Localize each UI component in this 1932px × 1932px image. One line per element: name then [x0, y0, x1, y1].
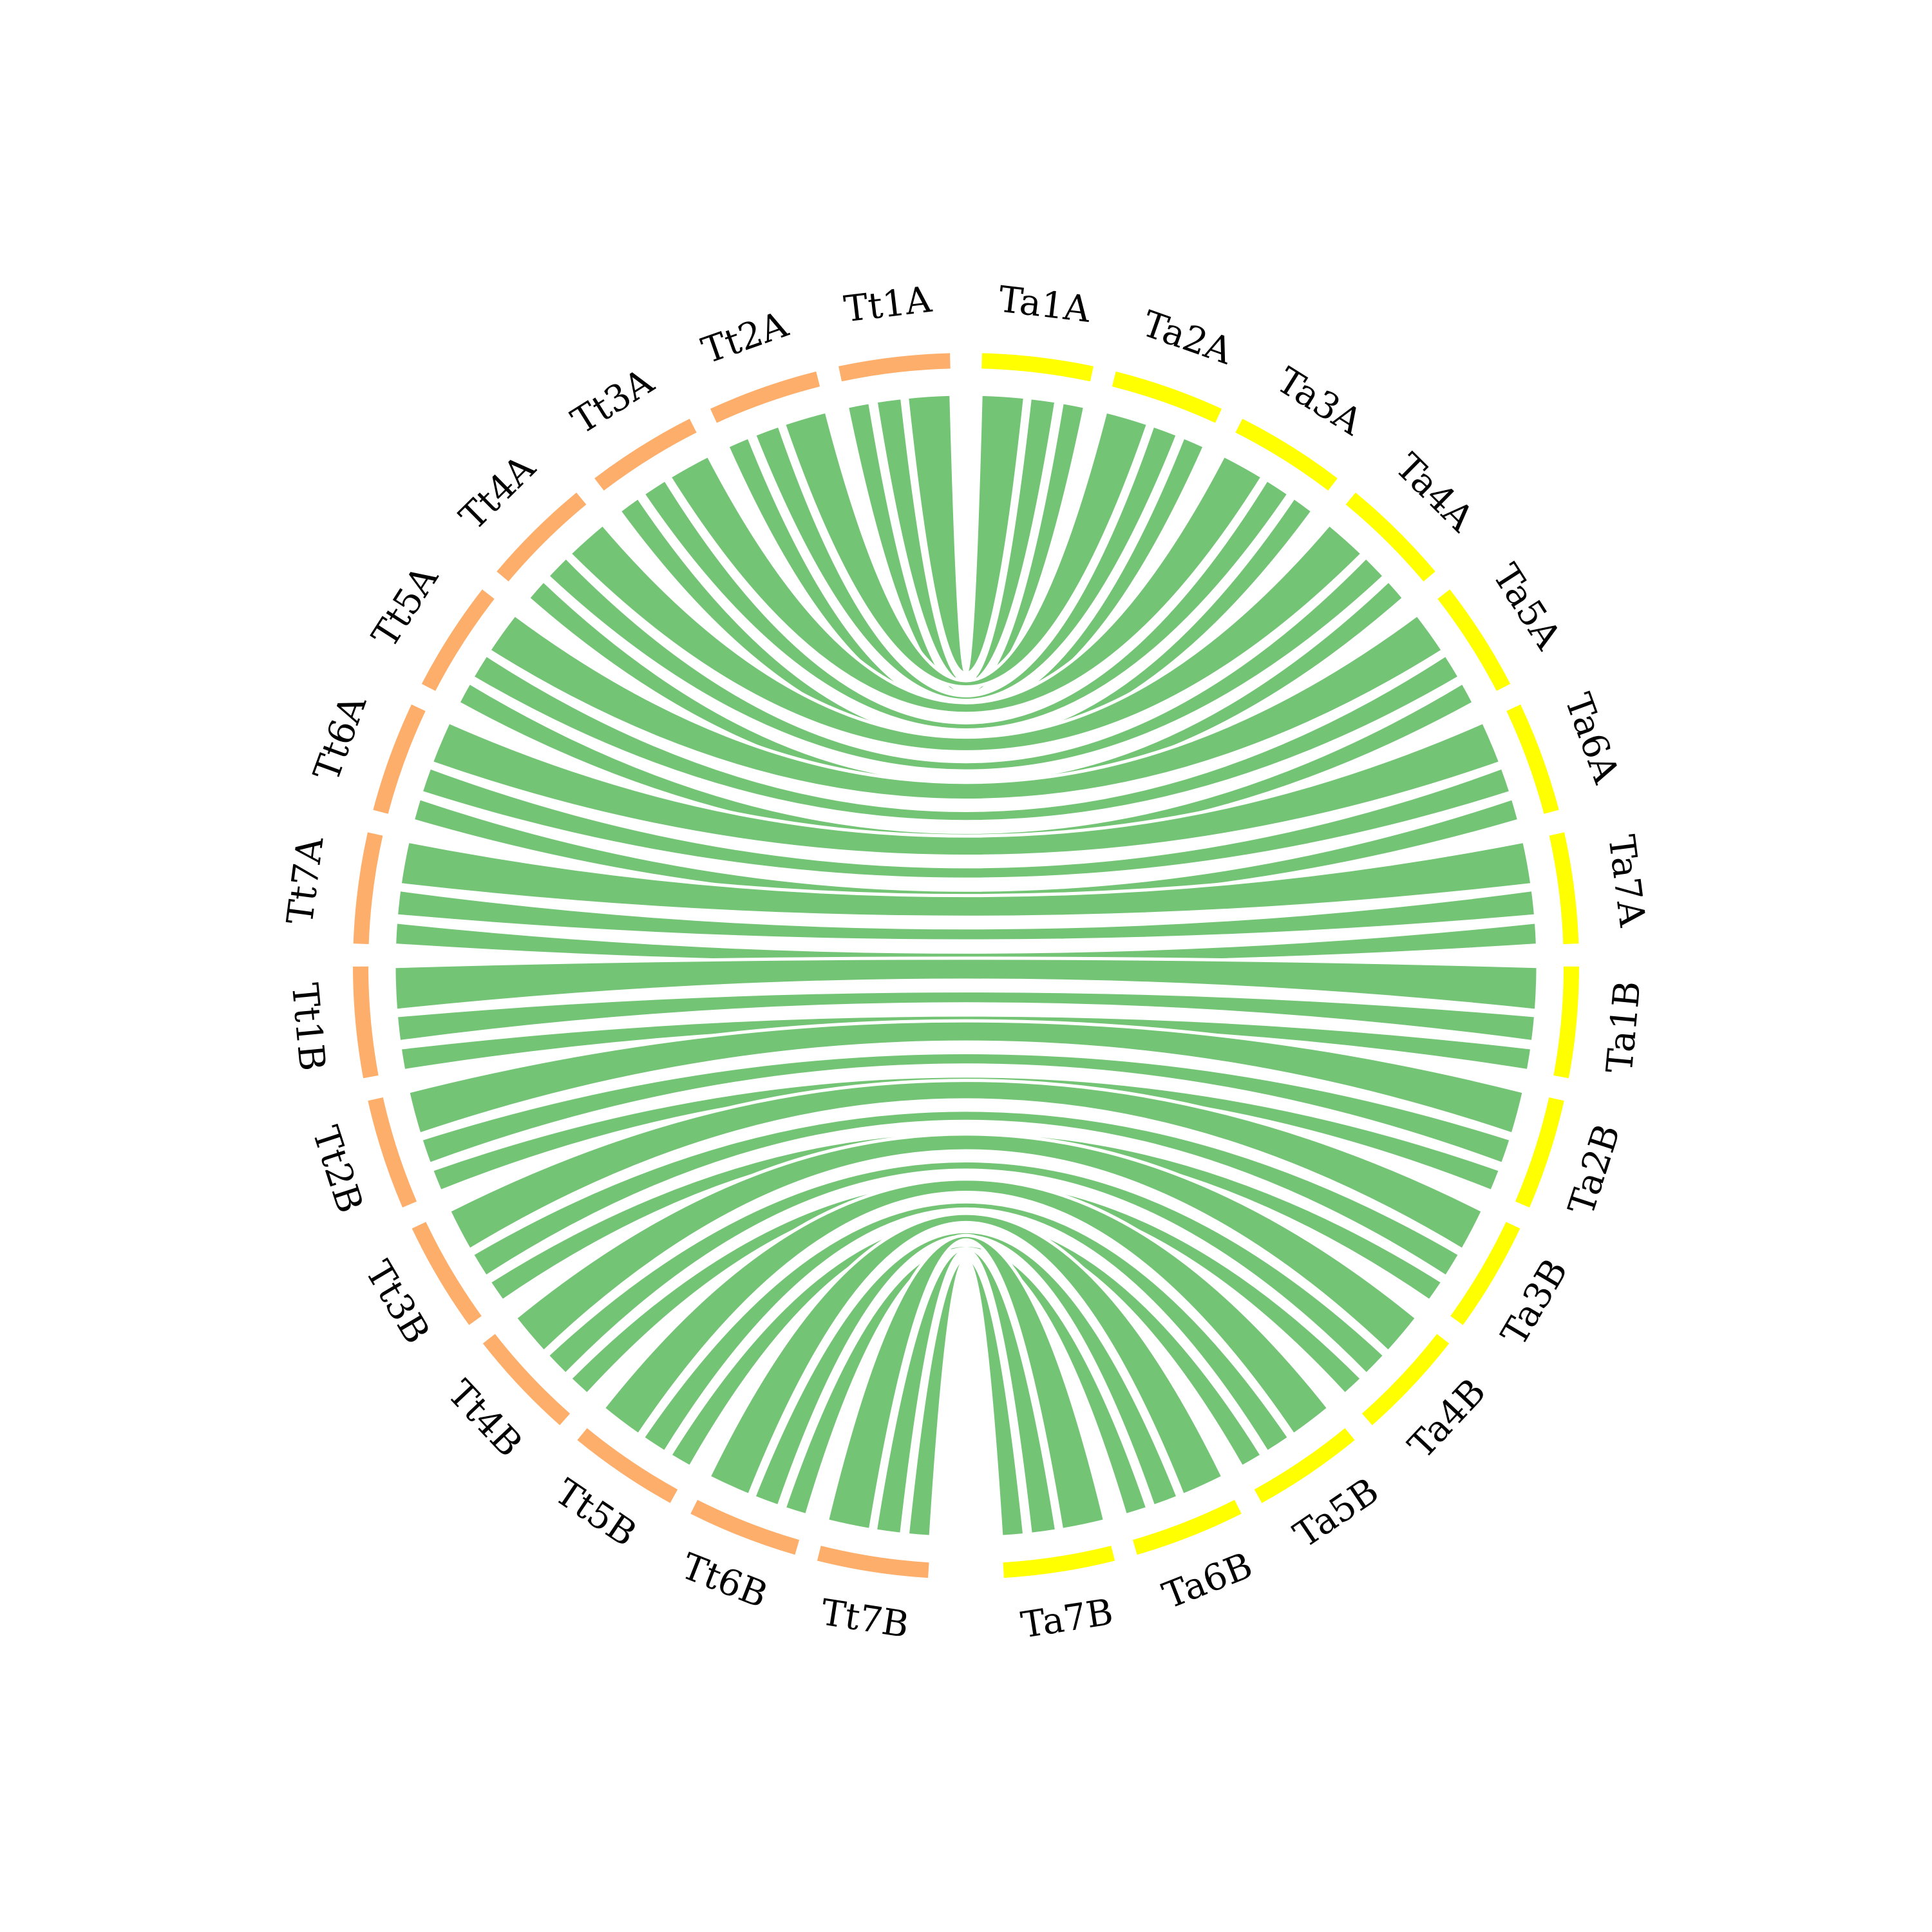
link — [470, 652, 1462, 824]
link — [398, 1013, 1534, 1073]
link — [398, 839, 1534, 919]
ring — [353, 353, 1579, 1578]
link — [545, 554, 1387, 773]
link — [419, 1051, 1513, 1166]
link — [406, 1019, 1526, 1137]
link — [394, 887, 1538, 943]
link — [456, 680, 1476, 844]
link — [782, 1244, 1150, 1517]
chromosome-segment — [497, 492, 587, 582]
chromosome-segment — [353, 832, 383, 944]
link — [752, 423, 1180, 702]
link — [601, 1177, 1331, 1437]
link — [411, 796, 1521, 903]
link — [640, 1200, 1292, 1455]
chromosome-segment — [1345, 492, 1435, 582]
links — [392, 392, 1540, 1539]
chromosome-segment — [1132, 1500, 1242, 1555]
chromosome-segment — [1235, 419, 1338, 491]
chromosome-segment — [710, 371, 820, 423]
chromosome-segment — [1549, 832, 1579, 944]
link — [419, 765, 1513, 881]
link — [873, 1246, 1059, 1537]
link — [567, 1179, 1365, 1397]
chromosome-segment — [1553, 966, 1579, 1079]
chromosome-label: Ta1B — [1599, 979, 1649, 1075]
link — [545, 1159, 1387, 1377]
link — [567, 522, 1365, 753]
link — [825, 1234, 1107, 1532]
chromosome-segment — [981, 353, 1094, 382]
link — [430, 1074, 1502, 1194]
link — [469, 1108, 1463, 1279]
chromosome-segment — [1003, 1546, 1115, 1578]
chromosome-segment — [1361, 1334, 1450, 1426]
chromosome-segment — [594, 419, 697, 491]
chromosome-segment — [577, 1428, 678, 1503]
link — [487, 1130, 1445, 1303]
link — [392, 956, 1540, 1012]
chromosome-segment — [1506, 704, 1559, 814]
link — [905, 1257, 1027, 1539]
link — [667, 453, 1265, 715]
chromosome-label: Tt1B — [283, 981, 333, 1073]
link — [526, 578, 1406, 792]
link — [668, 1217, 1264, 1470]
link — [429, 719, 1503, 858]
link — [486, 612, 1446, 802]
chromosome-label: Tt1A — [842, 279, 934, 331]
chromosome-segment — [353, 966, 379, 1079]
chromosome-segment — [1437, 589, 1511, 691]
link — [394, 989, 1538, 1044]
link — [447, 1079, 1485, 1253]
chromosome-segment — [412, 1222, 482, 1325]
link — [905, 392, 1027, 676]
chromosome-segment — [482, 1334, 571, 1426]
link — [782, 409, 1150, 688]
chromosome-segment — [690, 1500, 800, 1555]
chromosome-segment — [421, 589, 495, 691]
link — [393, 920, 1539, 965]
link — [641, 477, 1291, 732]
chromosome-segment — [1450, 1222, 1520, 1325]
link — [513, 1132, 1419, 1354]
chromosome-segment — [1515, 1097, 1564, 1208]
link — [617, 495, 1315, 748]
link — [874, 395, 1058, 686]
chromosome-segment — [368, 1097, 417, 1208]
chromosome-segment — [838, 353, 951, 382]
chromosome-segment — [817, 1546, 929, 1578]
chromosome-segment — [373, 704, 426, 814]
chromosome-segment — [1254, 1428, 1355, 1503]
chromosome-segment — [1112, 371, 1222, 423]
link — [752, 1229, 1180, 1509]
link — [706, 1211, 1226, 1497]
